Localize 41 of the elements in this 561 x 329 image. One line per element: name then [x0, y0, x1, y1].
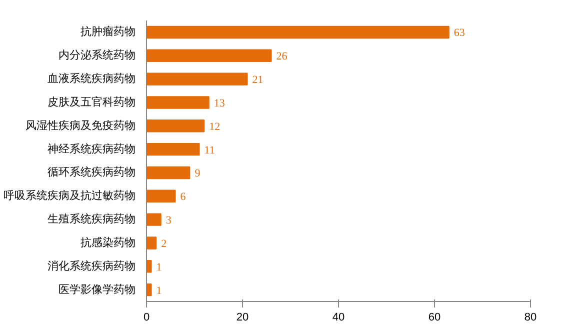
x-tick-label: 20 [236, 312, 249, 324]
data-label: 1 [156, 261, 162, 274]
data-label: 13 [214, 97, 226, 110]
bar [146, 283, 152, 296]
data-label: 11 [204, 144, 215, 156]
data-label: 1 [156, 284, 162, 297]
y-tick-label: 神经系统疾病药物 [48, 142, 136, 156]
y-tick-label: 风湿性疾病及免疫药物 [26, 118, 136, 132]
data-label: 3 [166, 214, 172, 227]
data-label: 2 [161, 238, 167, 250]
data-label: 9 [194, 168, 201, 180]
bar [146, 96, 210, 109]
bar [146, 120, 205, 132]
y-tick-label: 循环系统疾病药物 [48, 166, 136, 179]
y-tick-label: 血液系统疾病药物 [48, 72, 136, 86]
bar [146, 49, 272, 62]
x-tick-label: 40 [332, 312, 345, 324]
data-label: 63 [454, 27, 466, 40]
bar [146, 260, 152, 273]
x-tick-label: 80 [524, 312, 537, 324]
data-label: 6 [180, 191, 186, 204]
y-tick-label: 生殖系统疾病药物 [48, 212, 136, 226]
y-tick-label: 抗肿瘤药物 [80, 25, 136, 38]
y-tick-label: 内分泌系统药物 [58, 48, 136, 62]
y-tick-label: 医学影像学药物 [58, 282, 136, 296]
bar [146, 166, 190, 180]
bar [146, 142, 200, 156]
y-tick-label: 消化系统疾病药物 [48, 259, 136, 272]
bar [146, 213, 162, 226]
x-tick-label: 60 [428, 312, 441, 324]
data-label: 12 [209, 120, 220, 133]
x-tick-label: 0 [143, 312, 150, 324]
bar [146, 26, 450, 39]
y-tick-label: 抗感染药物 [80, 236, 136, 249]
bar [146, 236, 157, 250]
y-tick-label: 皮肤及五官科药物 [48, 95, 136, 108]
data-label: 26 [276, 50, 288, 63]
bar [146, 190, 176, 202]
data-label: 21 [252, 74, 264, 86]
bar [146, 72, 248, 86]
y-tick-label: 呼吸系统疾病及抗过敏药物 [4, 189, 136, 202]
